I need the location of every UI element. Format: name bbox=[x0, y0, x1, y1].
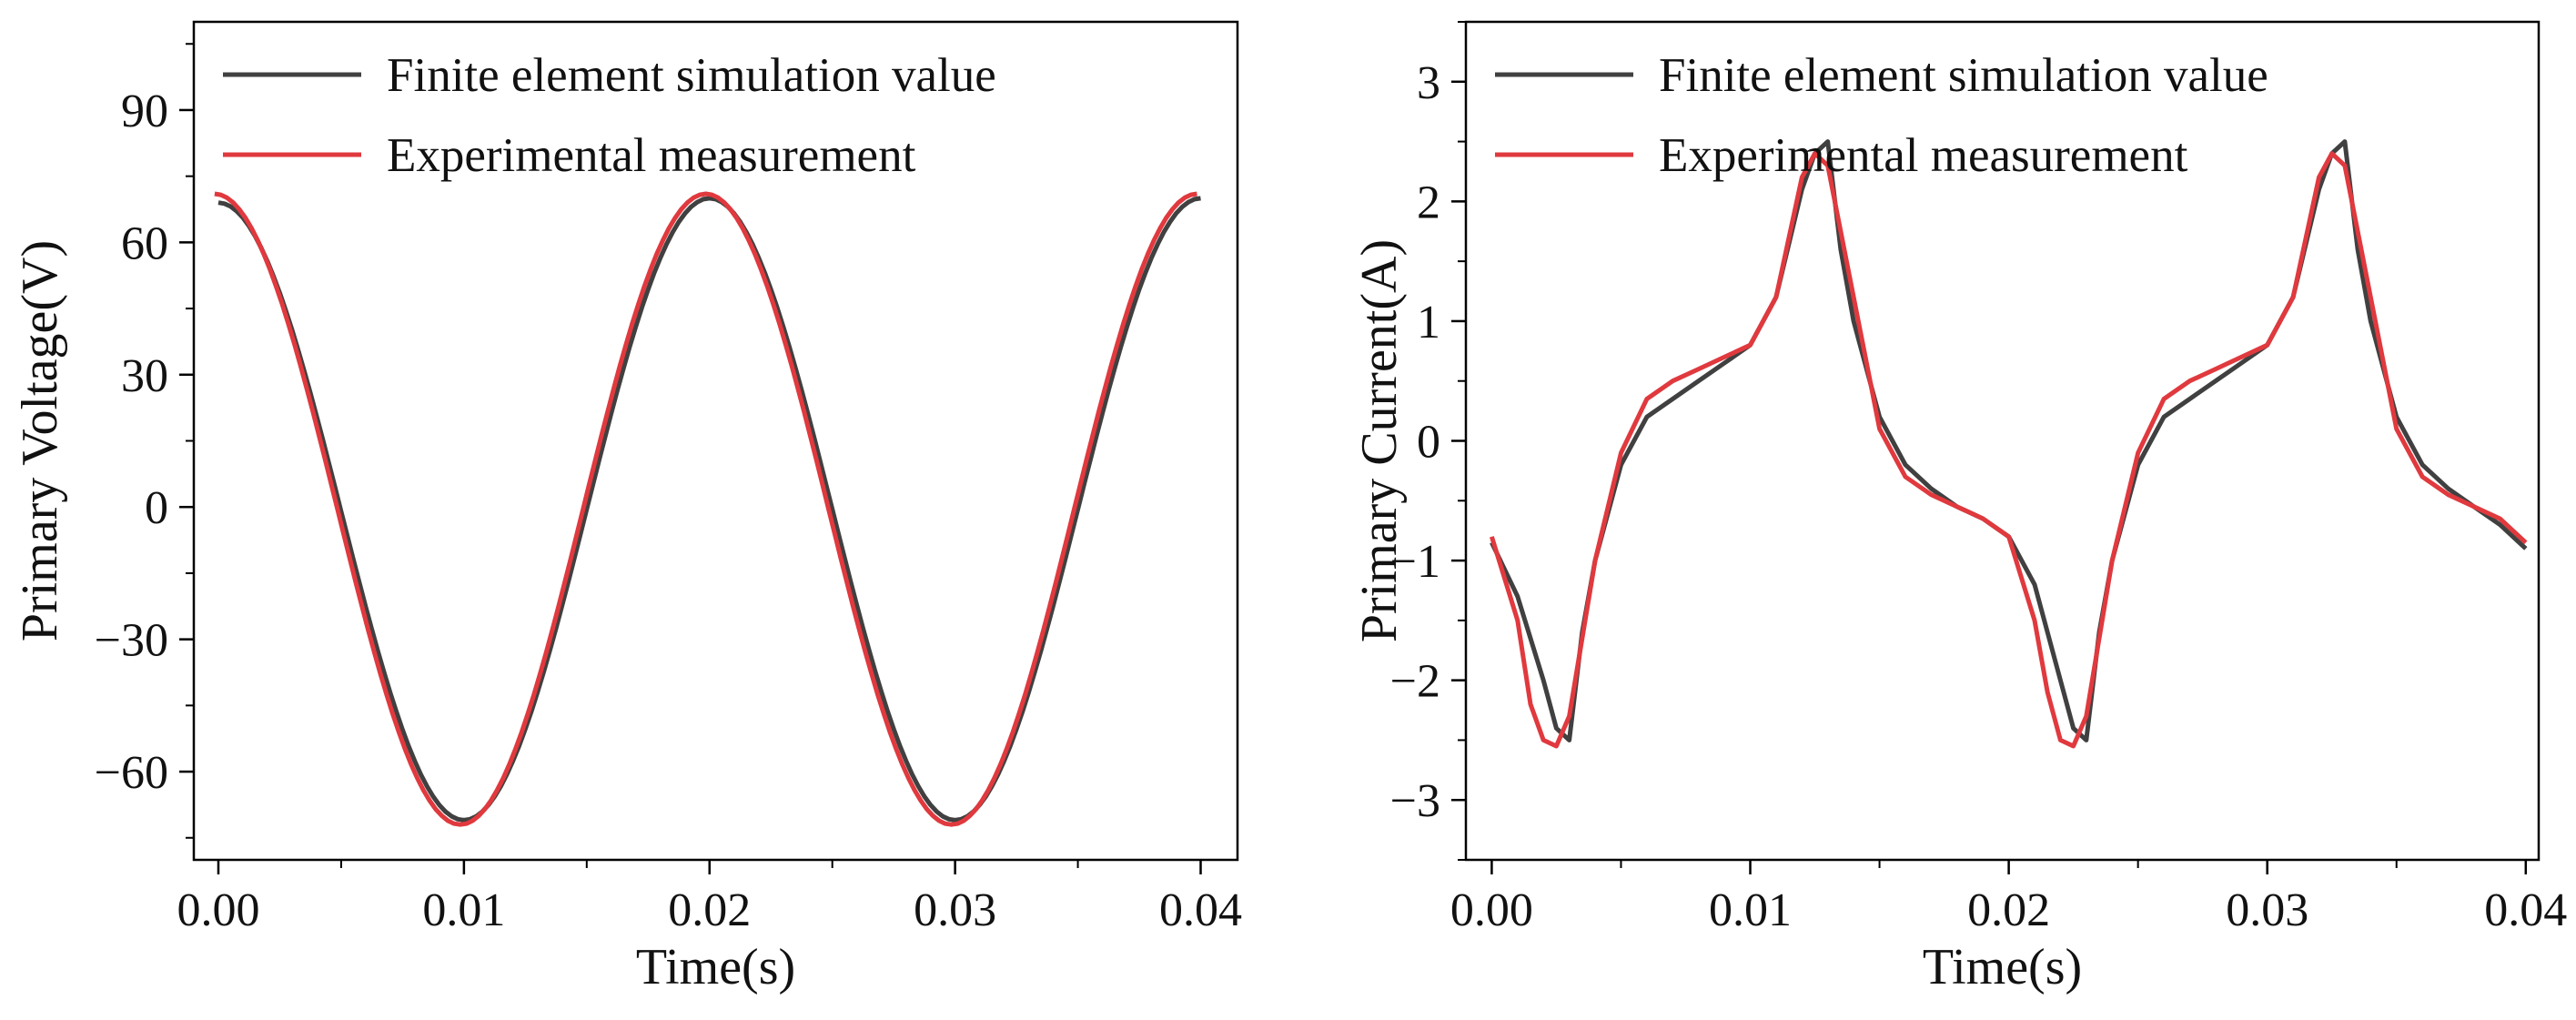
y-tick-label: −30 bbox=[95, 615, 168, 667]
x-tick-label: 0.01 bbox=[422, 884, 505, 936]
y-tick-label: −60 bbox=[95, 747, 168, 799]
x-tick-label: 0.00 bbox=[177, 884, 259, 936]
series-line-experimental bbox=[214, 191, 1197, 827]
y-tick-label: −2 bbox=[1390, 656, 1440, 708]
y-tick-label: 3 bbox=[1417, 57, 1440, 109]
y-tick-label: 2 bbox=[1417, 177, 1440, 228]
plot-area bbox=[214, 191, 1201, 827]
plot-area bbox=[1490, 139, 2528, 749]
y-tick-label: 60 bbox=[121, 217, 168, 269]
y-tick-label: −1 bbox=[1390, 536, 1440, 588]
legend-label: Experimental measurement bbox=[1659, 129, 2188, 182]
y-tick-label: 1 bbox=[1417, 297, 1440, 348]
x-tick-label: 0.02 bbox=[668, 884, 751, 936]
y-tick-label: 30 bbox=[121, 350, 168, 402]
x-tick-label: 0.02 bbox=[1967, 884, 2050, 936]
y-tick-label: 0 bbox=[145, 482, 168, 534]
y-tick-label: 90 bbox=[121, 86, 168, 137]
x-tick-label: 0.04 bbox=[1159, 884, 1242, 936]
y-tick-label: 0 bbox=[1417, 417, 1440, 469]
legend-label: Finite element simulation value bbox=[1659, 49, 2268, 102]
series-line-simulation bbox=[217, 196, 1201, 823]
x-axis-title: Time(s) bbox=[636, 939, 795, 995]
legend-label: Finite element simulation value bbox=[387, 49, 996, 102]
x-axis-title: Time(s) bbox=[1923, 939, 2082, 995]
voltage-chart: 0.00 0.01 0.02 0.03 0.04 −60 −30 0 30 60 90 Time(s)… bbox=[12, 20, 1242, 995]
x-tick-label: 0.04 bbox=[2484, 884, 2567, 936]
x-tick-label: 0.03 bbox=[2226, 884, 2308, 936]
y-axis-title: Primary Voltage(V) bbox=[12, 240, 68, 641]
legend-label: Experimental measurement bbox=[387, 129, 916, 182]
x-tick-label: 0.00 bbox=[1450, 884, 1533, 936]
y-axis-title: Primary Current(A) bbox=[1351, 239, 1408, 642]
x-tick-label: 0.03 bbox=[914, 884, 996, 936]
x-tick-label: 0.01 bbox=[1709, 884, 1792, 936]
current-chart: 0.00 0.01 0.02 0.03 0.04 −3 −2 −1 0 1 2 3 Time(s) Pri… bbox=[1351, 20, 2567, 995]
series-line-experimental bbox=[1490, 151, 2528, 749]
y-tick-label: −3 bbox=[1390, 775, 1440, 827]
series-line-simulation bbox=[1490, 139, 2528, 742]
